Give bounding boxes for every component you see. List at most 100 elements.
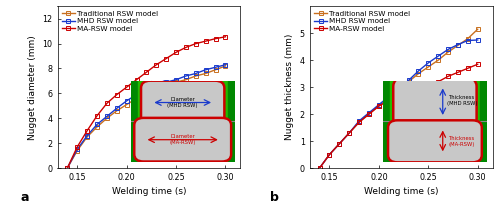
MA-RSW model [193,42,199,45]
MHD RSW model [445,48,451,51]
MHD RSW model [316,167,322,169]
MHD RSW model [474,39,480,41]
Traditional RSW model [396,89,402,91]
MHD RSW model [356,119,362,122]
MHD RSW model [144,88,150,91]
MA-RSW model [212,37,218,40]
Traditional RSW model [134,97,140,100]
Line: Traditional RSW model: Traditional RSW model [318,27,480,170]
Traditional RSW model [356,121,362,123]
X-axis label: Welding time (s): Welding time (s) [364,187,438,196]
Traditional RSW model [376,105,382,107]
MHD RSW model [416,70,422,72]
MHD RSW model [154,85,160,87]
Traditional RSW model [474,28,480,30]
MHD RSW model [193,72,199,75]
Y-axis label: Nugget diameter (mm): Nugget diameter (mm) [28,35,37,139]
MHD RSW model [114,107,120,110]
MA-RSW model [386,99,392,102]
MHD RSW model [173,78,179,81]
Legend: Traditional RSW model, MHD RSW model, MA-RSW model: Traditional RSW model, MHD RSW model, MA… [61,10,159,32]
Traditional RSW model [465,37,471,40]
Line: MHD RSW model: MHD RSW model [318,38,480,170]
Line: MA-RSW model: MA-RSW model [66,35,228,170]
Line: MHD RSW model: MHD RSW model [66,63,228,170]
MHD RSW model [366,112,372,114]
MHD RSW model [435,55,441,57]
MA-RSW model [74,146,80,148]
Text: b: b [270,191,278,204]
MHD RSW model [222,63,228,66]
MHD RSW model [376,103,382,106]
MA-RSW model [435,80,441,83]
MA-RSW model [376,105,382,107]
MA-RSW model [336,142,342,145]
MA-RSW model [154,63,160,66]
Traditional RSW model [386,97,392,99]
MHD RSW model [74,148,80,151]
MHD RSW model [406,79,411,82]
Traditional RSW model [114,110,120,112]
Line: Traditional RSW model: Traditional RSW model [66,64,228,170]
MA-RSW model [356,121,362,123]
MA-RSW model [173,51,179,54]
Legend: Traditional RSW model, MHD RSW model, MA-RSW model: Traditional RSW model, MHD RSW model, MA… [314,10,411,32]
MA-RSW model [316,167,322,169]
MHD RSW model [202,68,208,71]
Traditional RSW model [212,68,218,71]
Traditional RSW model [193,75,199,77]
Traditional RSW model [202,72,208,75]
MA-RSW model [406,94,411,97]
Traditional RSW model [435,59,441,62]
MHD RSW model [426,62,432,64]
MA-RSW model [183,46,189,49]
MA-RSW model [202,40,208,42]
MHD RSW model [346,132,352,134]
Traditional RSW model [416,72,422,75]
MA-RSW model [396,97,402,99]
Traditional RSW model [445,51,451,53]
Traditional RSW model [222,65,228,67]
X-axis label: Welding time (s): Welding time (s) [112,187,186,196]
Traditional RSW model [366,113,372,115]
Traditional RSW model [316,167,322,169]
MHD RSW model [465,39,471,42]
MA-RSW model [64,167,70,169]
MA-RSW model [134,78,140,81]
MHD RSW model [336,142,342,145]
MHD RSW model [326,153,332,156]
Traditional RSW model [74,149,80,152]
Traditional RSW model [163,85,169,87]
MHD RSW model [104,115,110,118]
Traditional RSW model [104,117,110,119]
MHD RSW model [124,100,130,102]
MHD RSW model [183,75,189,77]
MA-RSW model [426,86,432,88]
Traditional RSW model [406,80,411,83]
Traditional RSW model [455,44,461,47]
MHD RSW model [163,81,169,83]
MA-RSW model [366,113,372,115]
MA-RSW model [144,71,150,74]
Traditional RSW model [154,88,160,91]
MA-RSW model [455,71,461,74]
Traditional RSW model [346,132,352,134]
MA-RSW model [124,86,130,88]
Traditional RSW model [336,142,342,145]
MA-RSW model [474,63,480,66]
Traditional RSW model [64,167,70,169]
Line: MA-RSW model: MA-RSW model [318,62,480,170]
MA-RSW model [114,93,120,96]
Text: a: a [21,191,29,204]
MHD RSW model [455,43,461,46]
MA-RSW model [104,102,110,105]
MA-RSW model [222,35,228,38]
Traditional RSW model [173,81,179,83]
Traditional RSW model [426,66,432,68]
Traditional RSW model [84,136,90,138]
MA-RSW model [346,132,352,134]
MHD RSW model [94,123,100,126]
Traditional RSW model [183,78,189,81]
Traditional RSW model [124,103,130,106]
MA-RSW model [416,90,422,92]
